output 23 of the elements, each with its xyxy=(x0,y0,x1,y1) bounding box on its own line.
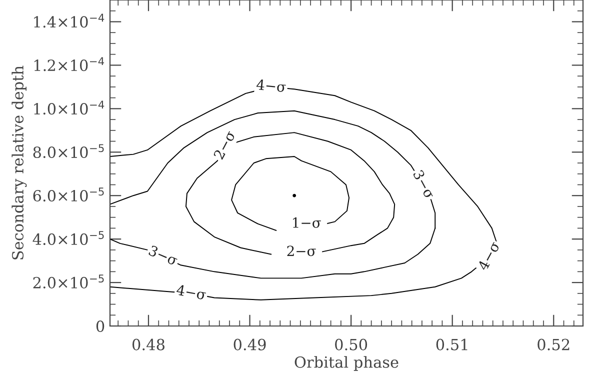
y-tick-label: 1.4×10$^{−4}$ xyxy=(34,14,104,28)
y-tick-label: 2.0×10$^{−5}$ xyxy=(33,274,104,288)
x-axis-title: Orbital phase xyxy=(294,356,398,371)
annotation: 2−σ xyxy=(213,130,236,160)
x-tick-label: 0.48 xyxy=(132,338,164,350)
x-tick-label: 0.49 xyxy=(234,338,266,350)
annotation: 4−σ xyxy=(477,240,500,272)
x-tick-label: 0.50 xyxy=(335,338,368,350)
annotation: 3−σ xyxy=(148,245,179,266)
y-tick-label: 1.2×10$^{−4}$ xyxy=(34,57,104,72)
y-tick-label: 6.0×10$^{−5}$ xyxy=(33,188,104,202)
annotation: 2−σ xyxy=(287,246,316,256)
y-tick-label: 0 xyxy=(96,320,104,332)
x-tick-label: 0.51 xyxy=(436,338,468,350)
y-tick-label: 8.0×10$^{−5}$ xyxy=(33,144,104,158)
annotation: 4−σ xyxy=(176,284,207,300)
annotation: 1−σ xyxy=(293,217,321,228)
y-axis-title: Secondary relative depth xyxy=(12,66,27,260)
annotation: 4−σ xyxy=(256,79,286,92)
annotation: 3−σ xyxy=(412,169,436,200)
y-tick-label: 1.0×10$^{−4}$ xyxy=(34,100,104,115)
x-tick-label: 0.52 xyxy=(538,338,570,350)
y-tick-label: 4.0×10$^{−5}$ xyxy=(32,231,104,245)
